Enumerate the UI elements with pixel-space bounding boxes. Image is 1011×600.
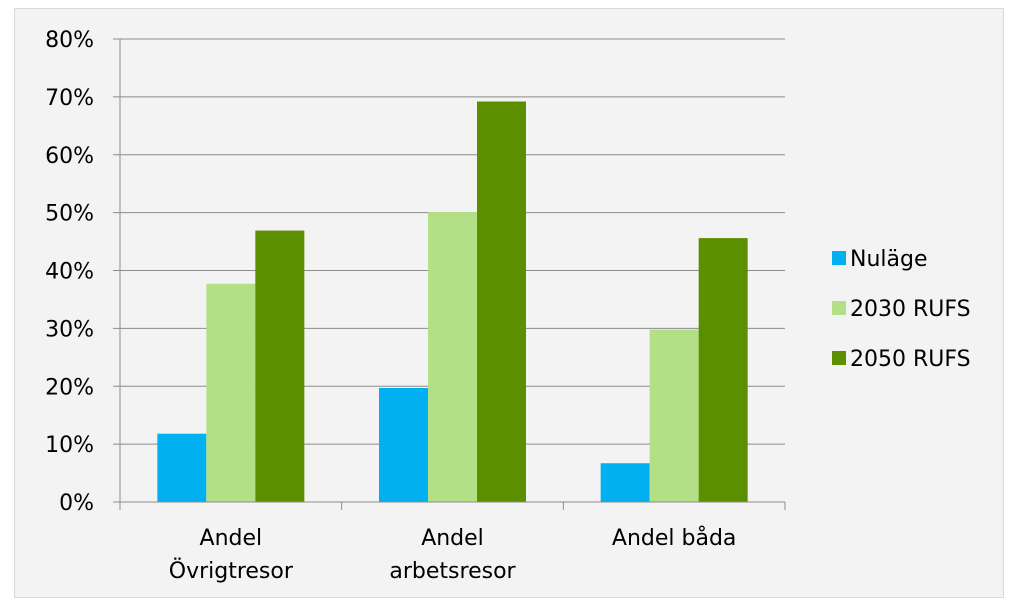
legend-label: 2030 RUFS [850,297,971,322]
bar [477,101,526,502]
y-axis-tick-labels: 0% 10% 20% 30% 40% 50% 60% 70% 80% [45,28,94,516]
legend-label: 2050 RUFS [850,347,971,372]
bar [428,212,477,502]
y-tick-label: 20% [45,375,94,400]
y-tick-label: 0% [59,491,94,516]
legend: Nuläge 2030 RUFS 2050 RUFS [832,247,971,372]
y-tick-label: 50% [45,202,94,227]
legend-swatch [832,301,846,315]
y-tick-label: 10% [45,433,94,458]
bar [600,463,650,502]
bar [157,433,207,502]
category-label: Andel båda [612,525,737,551]
x-axis [119,501,786,510]
legend-swatch [832,351,846,365]
legend-swatch [832,251,846,265]
y-tick-label: 60% [45,144,94,169]
y-tick-label: 30% [45,317,94,342]
bar [649,329,699,502]
bar [379,387,428,502]
y-tick-label: 70% [45,86,94,111]
bar [206,283,256,502]
y-tick-label: 80% [45,28,94,53]
legend-label: Nuläge [850,247,928,272]
category-label: Övrigtresor [169,558,294,584]
category-label: Andel [200,526,263,551]
category-label: arbetsresor [389,559,516,584]
category-label: Andel [421,526,484,551]
y-tick-label: 40% [45,260,94,285]
category-labels: Andel Övrigtresor Andel arbetsresor Andel bå… [169,525,737,584]
bar [698,238,748,502]
bar [255,230,305,502]
bars [157,101,748,502]
